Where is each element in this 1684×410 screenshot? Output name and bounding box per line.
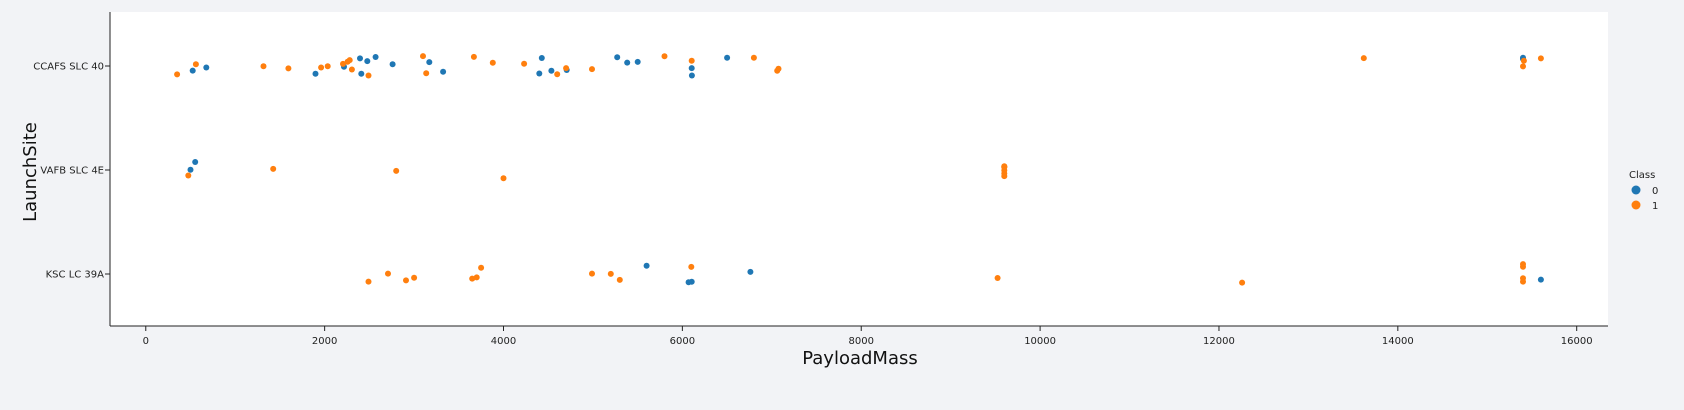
legend-label-0: 0 [1652, 186, 1658, 197]
scatter-point-class-1 [554, 71, 561, 78]
scatter-point-class-1 [661, 53, 668, 60]
legend-marker-1 [1631, 200, 1641, 210]
scatter-point-class-1 [1001, 167, 1008, 174]
scatter-point-class-1 [365, 72, 372, 79]
scatter-point-class-0 [189, 67, 196, 74]
scatter-point-class-1 [489, 59, 496, 66]
scatter-point-class-1 [1360, 55, 1367, 62]
scatter-point-class-0 [372, 54, 379, 60]
x-tick-label: 16000 [1561, 336, 1593, 347]
scatter-point-class-0 [624, 59, 631, 66]
scatter-point-class-1 [1001, 173, 1008, 180]
scatter-point-class-0 [1537, 276, 1544, 283]
scatter-point-class-1 [423, 70, 430, 77]
scatter-point-class-1 [324, 63, 331, 70]
scatter-point-class-1 [185, 172, 192, 179]
scatter-point-class-1 [478, 264, 485, 271]
scatter-point-class-0 [538, 55, 545, 61]
scatter-point-class-1 [285, 65, 292, 72]
scatter-point-class-1 [521, 60, 528, 67]
scatter-point-class-0 [688, 72, 695, 79]
scatter-point-class-1 [318, 64, 325, 71]
scatter-point-class-0 [203, 64, 210, 71]
scatter-point-class-0 [187, 166, 194, 173]
legend: Class 0 1 [1629, 170, 1658, 212]
x-axis-title: PayloadMass [802, 348, 918, 369]
legend-title: Class [1629, 170, 1655, 181]
data-points [174, 53, 1544, 286]
scatter-point-class-0 [643, 262, 650, 269]
scatter-point-class-0 [389, 61, 396, 68]
legend-marker-0 [1631, 185, 1641, 195]
scatter-point-class-1 [563, 65, 570, 72]
y-tick-label: CCAFS SLC 40 [33, 62, 104, 73]
scatter-point-class-1 [1239, 279, 1246, 286]
scatter-point-class-1 [346, 57, 353, 64]
scatter-point-class-1 [994, 275, 1001, 281]
scatter-point-class-1 [616, 276, 623, 283]
x-tick-label: 6000 [670, 336, 695, 347]
x-tick-label: 12000 [1203, 336, 1235, 347]
scatter-point-class-0 [634, 58, 641, 65]
scatter-point-class-1 [1520, 57, 1527, 64]
scatter-point-class-0 [688, 278, 695, 285]
scatter-point-class-1 [500, 175, 507, 182]
scatter-point-class-1 [688, 263, 695, 270]
y-axis-ticks: CCAFS SLC 40 VAFB SLC 4E KSC LC 39A [33, 62, 110, 281]
x-tick-label: 8000 [849, 336, 874, 347]
scatter-point-class-1 [365, 278, 372, 285]
scatter-point-class-1 [607, 270, 614, 277]
y-tick-label: KSC LC 39A [46, 270, 105, 281]
scatter-point-class-1 [411, 274, 418, 281]
x-tick-label: 14000 [1382, 336, 1414, 347]
y-axis-title: LaunchSite [20, 122, 41, 222]
scatter-point-class-0 [426, 59, 433, 66]
scatter-point-class-0 [688, 65, 695, 72]
scatter-point-class-1 [470, 53, 477, 60]
scatter-point-class-1 [270, 165, 277, 172]
scatter-point-class-1 [1520, 261, 1526, 268]
scatter-point-class-0 [358, 70, 365, 77]
scatter-point-class-1 [420, 53, 426, 60]
x-tick-label: 2000 [312, 336, 337, 347]
scatter-point-class-1 [192, 61, 199, 68]
plot-area [110, 12, 1608, 326]
scatter-point-class-1 [1537, 55, 1544, 62]
scatter-point-class-1 [340, 60, 346, 67]
scatter-point-class-0 [192, 159, 199, 165]
scatter-point-class-1 [1520, 63, 1526, 70]
scatter-point-class-1 [393, 167, 400, 174]
scatter-point-class-1 [750, 54, 757, 61]
scatter-point-class-0 [548, 67, 555, 74]
scatter-point-class-1 [174, 71, 181, 78]
scatter-point-class-1 [589, 270, 595, 277]
scatter-point-class-1 [473, 274, 480, 281]
scatter-point-class-1 [589, 66, 595, 73]
scatter-point-class-0 [724, 54, 731, 61]
y-tick-label: VAFB SLC 4E [40, 166, 104, 177]
x-tick-label: 10000 [1024, 336, 1056, 347]
x-axis-ticks: 0 2000 4000 6000 8000 10000 12000 14000 16000 [143, 326, 1593, 347]
scatter-point-class-0 [747, 268, 754, 275]
scatter-point-class-1 [1520, 278, 1526, 285]
scatter-point-class-1 [469, 275, 476, 282]
scatter-point-class-1 [688, 57, 695, 64]
scatter-point-class-1 [385, 270, 391, 277]
scatter-point-class-1 [403, 277, 409, 284]
x-tick-label: 4000 [491, 336, 516, 347]
scatter-point-class-0 [364, 58, 371, 65]
x-tick-label: 0 [143, 336, 149, 347]
scatter-point-class-0 [440, 68, 447, 75]
legend-label-1: 1 [1652, 201, 1658, 212]
scatter-point-class-1 [775, 65, 782, 72]
scatter-point-class-1 [260, 63, 267, 70]
scatter-point-class-1 [348, 66, 355, 73]
scatter-point-class-0 [536, 70, 543, 77]
scatter-point-class-0 [357, 55, 363, 62]
scatter-point-class-1 [1001, 163, 1008, 170]
scatter-point-class-0 [614, 54, 621, 61]
scatter-point-class-0 [312, 70, 319, 77]
